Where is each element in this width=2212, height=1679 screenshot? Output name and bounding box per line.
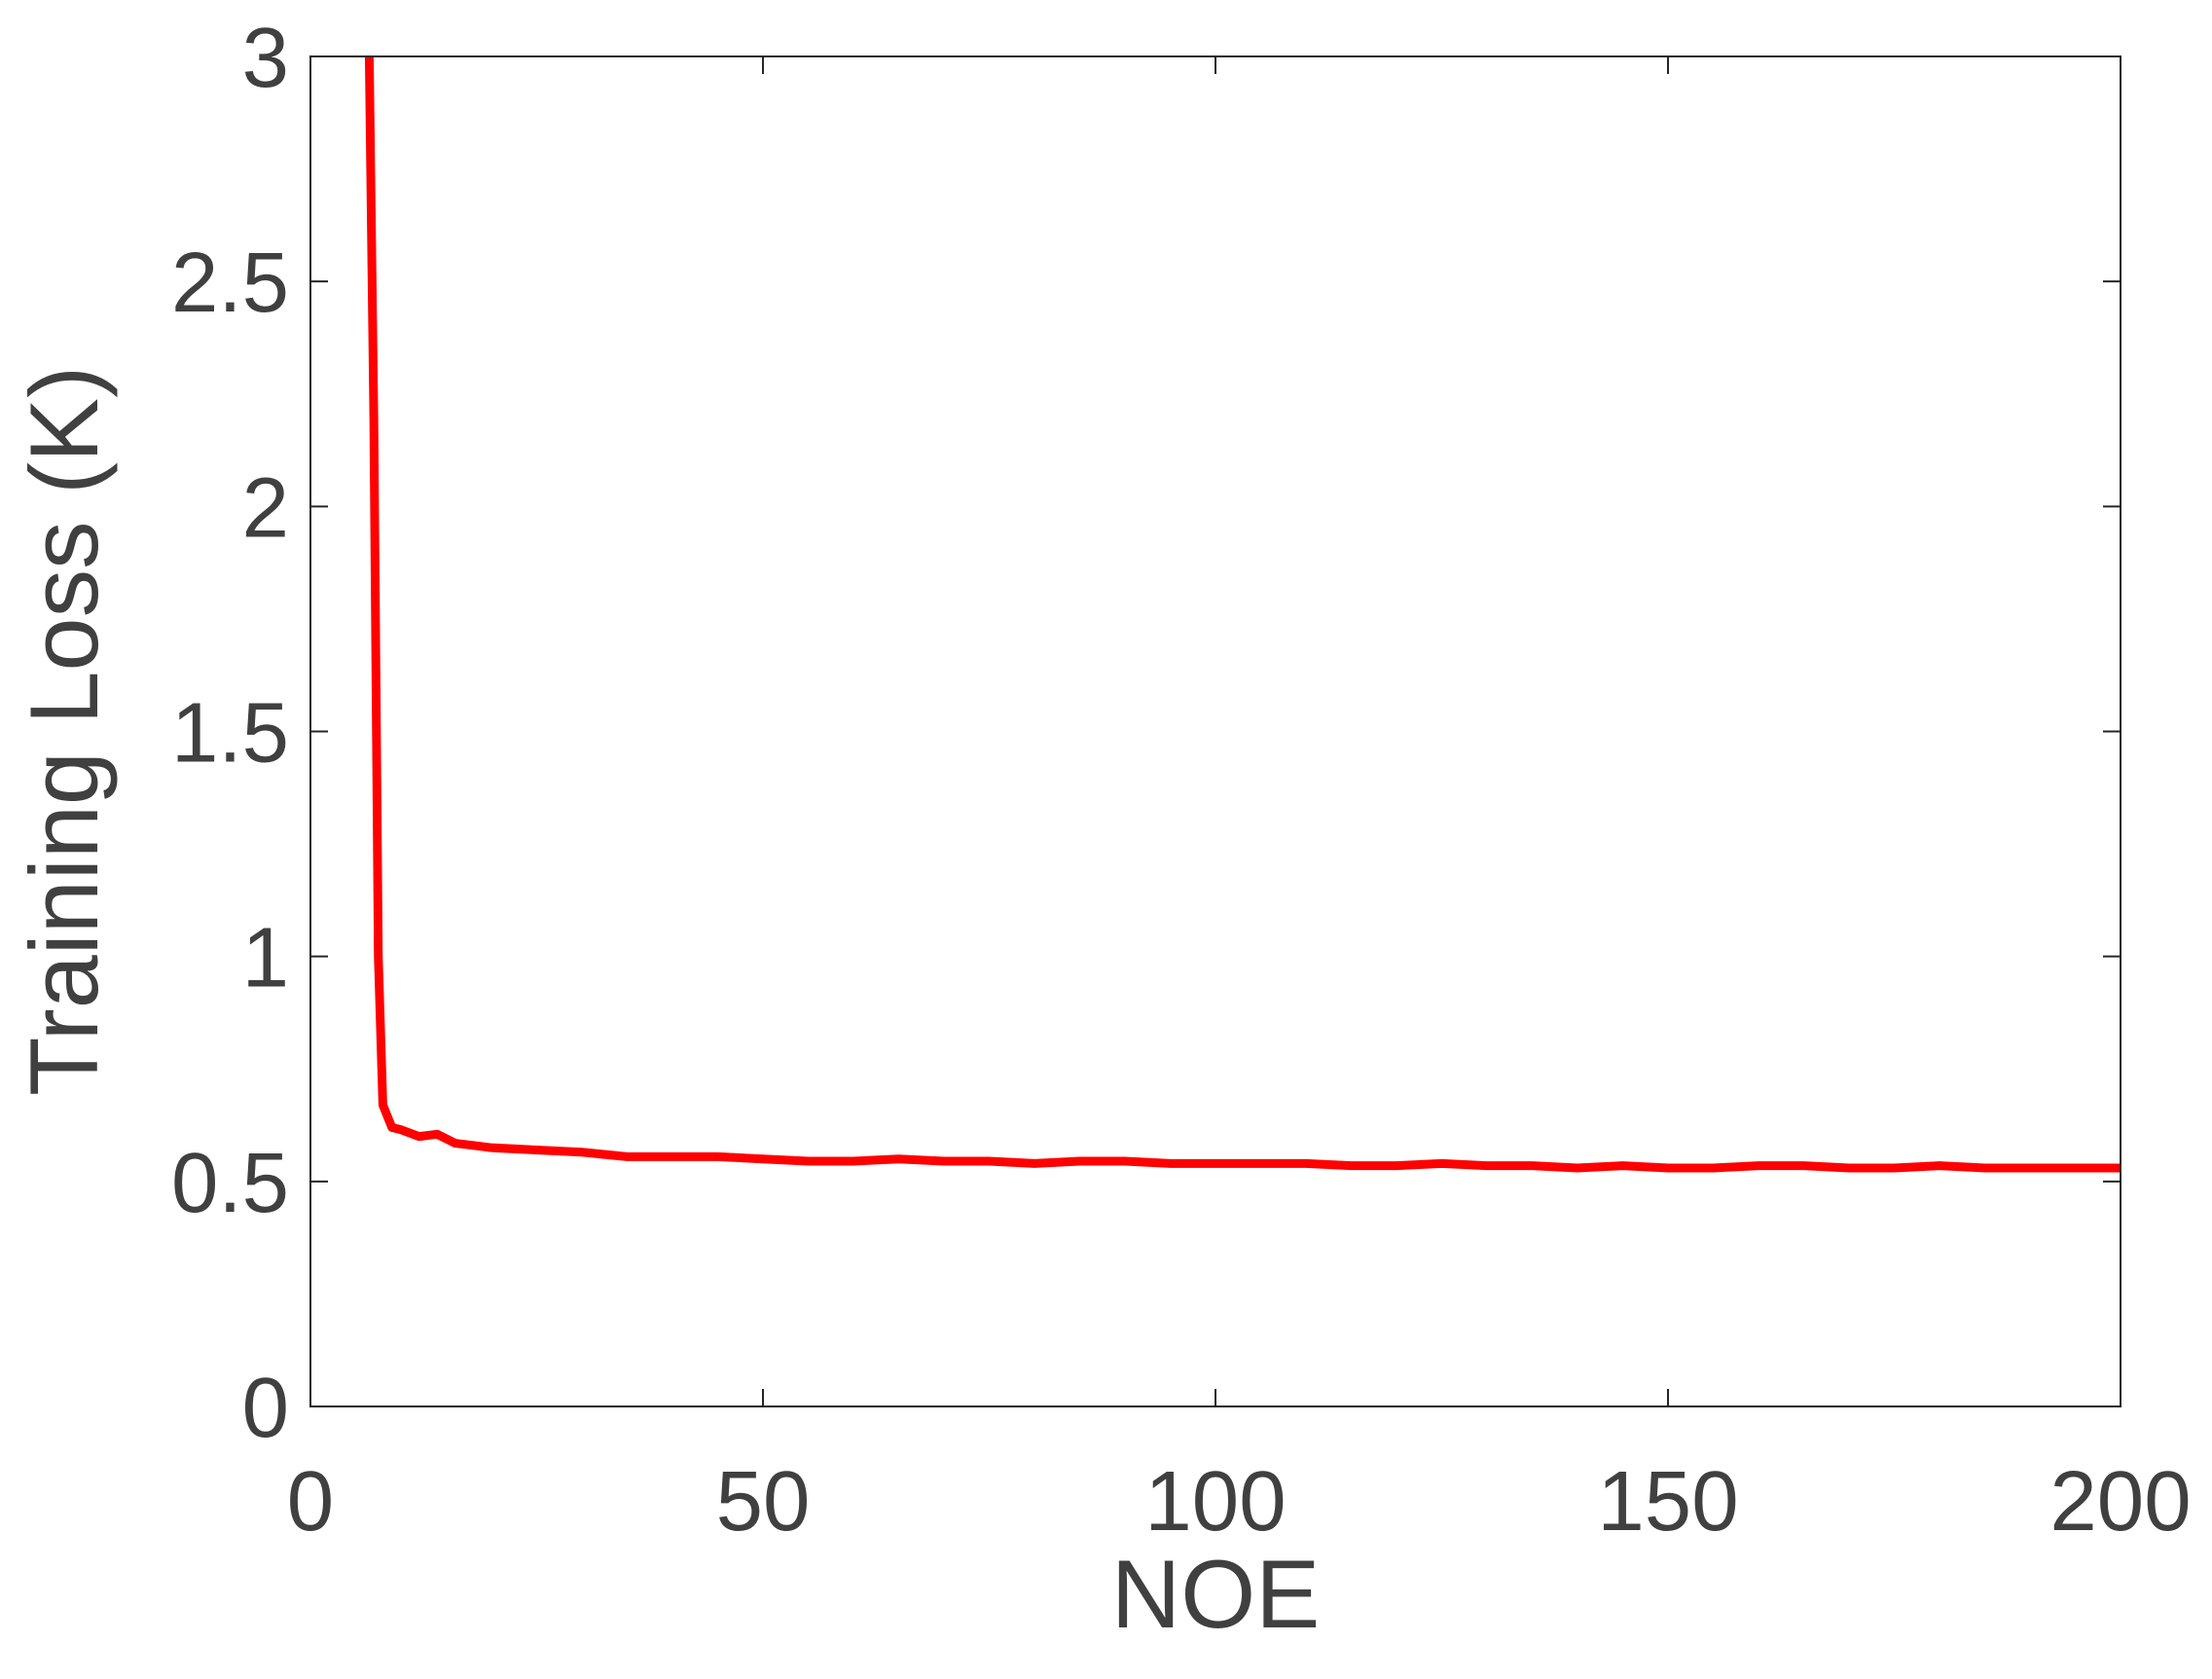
- y-tick-label: 2.5: [171, 236, 289, 330]
- x-tick-label: 100: [1144, 1454, 1286, 1549]
- y-tick-label: 0: [242, 1361, 289, 1455]
- y-tick-label: 3: [242, 11, 289, 105]
- data-line: [364, 56, 2121, 1173]
- x-axis-label: NOE: [1111, 1540, 1321, 1648]
- y-tick-label: 0.5: [171, 1136, 289, 1230]
- y-axis-label: Training Loss (K): [10, 366, 118, 1096]
- x-tick-label: 200: [2049, 1454, 2191, 1549]
- x-tick-label: 50: [716, 1454, 811, 1549]
- y-tick-label: 2: [242, 460, 289, 555]
- y-tick-label: 1.5: [171, 686, 289, 781]
- y-tick-label: 1: [242, 911, 289, 1005]
- x-tick-label: 150: [1597, 1454, 1738, 1549]
- plot-frame: [309, 55, 2121, 1407]
- x-tick-label: 0: [287, 1454, 334, 1549]
